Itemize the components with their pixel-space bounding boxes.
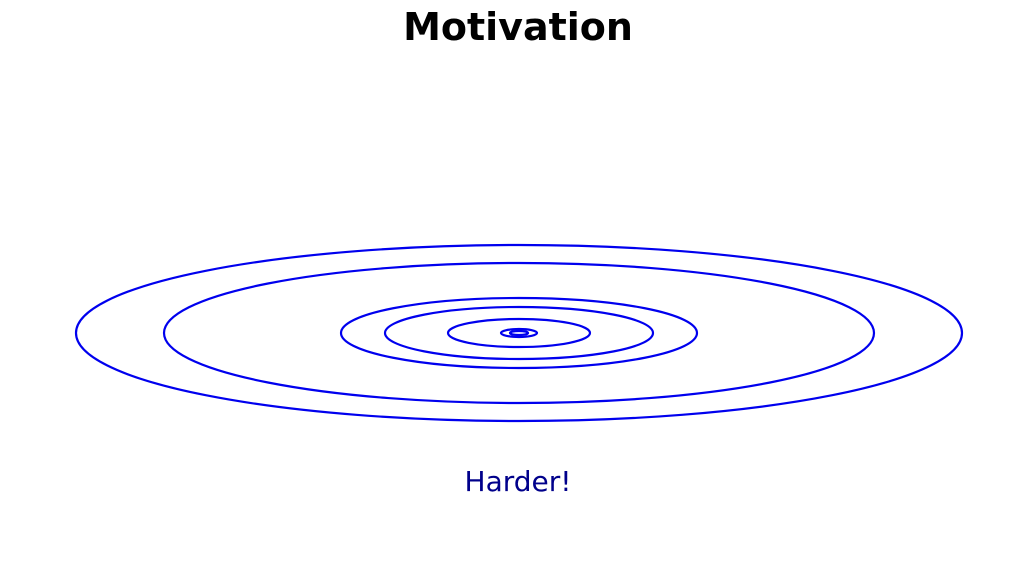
contour-ellipse-4 bbox=[383, 305, 655, 361]
contour-ellipse-1 bbox=[74, 243, 964, 423]
contour-ellipse-6 bbox=[499, 327, 539, 339]
contour-ellipse-7 bbox=[508, 329, 530, 337]
contour-ellipse-3 bbox=[339, 296, 699, 370]
slide-title: Motivation bbox=[403, 5, 633, 49]
caption: Harder! bbox=[464, 465, 572, 498]
contour-ellipse-5 bbox=[446, 317, 592, 349]
contour-lines bbox=[74, 243, 964, 423]
contour-ellipse-2 bbox=[162, 261, 876, 405]
